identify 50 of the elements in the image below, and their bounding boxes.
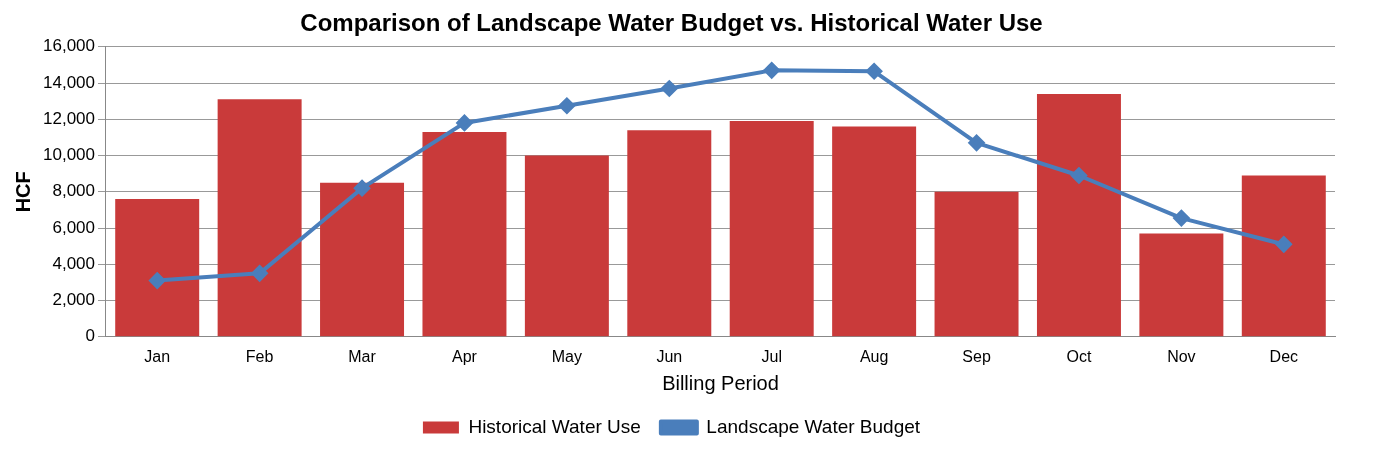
- point: [251, 265, 268, 282]
- bar: [832, 126, 917, 337]
- x-tick-label: Mar: [348, 347, 377, 365]
- x-tick-label: Apr: [452, 347, 478, 365]
- point: [456, 114, 473, 131]
- bar: [1139, 233, 1224, 337]
- y-axis-title: HCF: [11, 171, 34, 213]
- point: [968, 134, 985, 151]
- y-tick-label: 2,000: [52, 290, 95, 310]
- x-tick-label: Nov: [1167, 347, 1196, 365]
- bar: [1241, 175, 1326, 337]
- bar: [115, 199, 200, 337]
- point: [149, 272, 166, 289]
- x-axis-title: Billing Period: [662, 371, 779, 394]
- point: [354, 180, 371, 197]
- y-tick-label: 10,000: [43, 145, 95, 165]
- bar: [422, 131, 507, 337]
- point: [866, 63, 883, 80]
- bar: [217, 99, 302, 337]
- point: [558, 97, 575, 114]
- y-tick-label: 0: [85, 326, 95, 346]
- bar: [524, 155, 609, 337]
- legend-label: Historical Water Use: [468, 415, 641, 437]
- bar: [1036, 93, 1121, 337]
- x-tick-label: Feb: [245, 347, 274, 365]
- x-tick-label: Aug: [859, 347, 889, 365]
- chart-title: Comparison of Landscape Water Budget vs. Historical Water Use: [300, 9, 1043, 37]
- point: [1275, 236, 1292, 253]
- x-tick-label: Jan: [144, 347, 171, 365]
- x-tick-label: May: [551, 347, 582, 365]
- bar: [627, 130, 712, 337]
- y-tick-label: 8,000: [52, 181, 95, 201]
- legend-label: Landscape Water Budget: [706, 415, 921, 437]
- bar: [729, 121, 814, 337]
- x-tick-label: Jul: [761, 347, 782, 365]
- y-tick-label: 12,000: [43, 108, 95, 128]
- point: [1173, 210, 1190, 227]
- x-tick-label: Oct: [1066, 347, 1092, 365]
- point: [661, 80, 678, 97]
- point: [1070, 167, 1087, 184]
- y-tick-label: 6,000: [52, 217, 95, 237]
- bar: [934, 191, 1019, 337]
- bar: [320, 182, 405, 337]
- x-tick-label: Jun: [656, 347, 683, 365]
- y-tick-label: 14,000: [43, 72, 95, 92]
- y-tick-label: 16,000: [43, 36, 95, 56]
- y-tick-label: 4,000: [52, 253, 95, 273]
- x-tick-label: Sep: [962, 347, 991, 365]
- point: [763, 62, 780, 79]
- x-tick-label: Dec: [1269, 347, 1299, 365]
